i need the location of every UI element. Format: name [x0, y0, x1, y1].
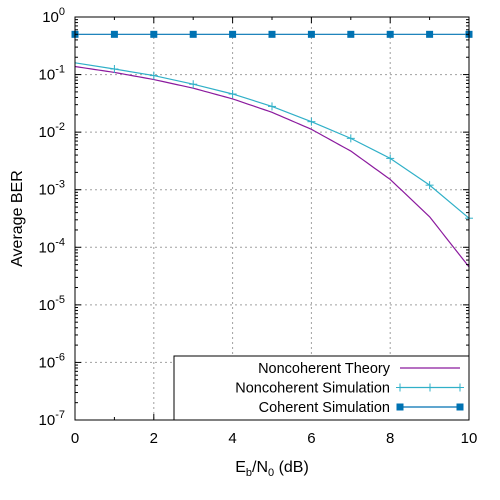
data-point-noncoherent-simulation	[228, 89, 237, 98]
legend-item-coherent-simulation: Coherent Simulation	[259, 400, 464, 416]
y-tick-label: 10-3	[39, 179, 65, 199]
data-point-coherent-simulation	[150, 30, 158, 38]
y-tick-base: 10	[39, 412, 56, 429]
data-point-noncoherent-simulation	[189, 80, 198, 89]
y-tick-exponent: 0	[59, 6, 65, 18]
series-noncoherent-simulation	[74, 62, 473, 223]
data-point-coherent-simulation	[347, 30, 355, 38]
y-tick-label: 10-2	[39, 121, 65, 141]
y-tick-exponent: -2	[55, 121, 65, 133]
x-tick-label: 4	[228, 430, 236, 447]
series-line-noncoherent-simulation	[74, 62, 470, 219]
y-tick-base: 10	[39, 67, 56, 84]
y-tick-label: 10-6	[39, 351, 65, 371]
data-point-coherent-simulation	[110, 30, 118, 38]
data-point-noncoherent-simulation	[110, 64, 119, 73]
legend-marker	[456, 403, 464, 411]
x-axis-label-sub1: b	[246, 467, 252, 479]
legend-item-noncoherent-simulation: Noncoherent Simulation	[235, 381, 464, 397]
data-point-coherent-simulation	[268, 30, 276, 38]
y-tick-base: 10	[39, 354, 56, 371]
grid	[75, 17, 469, 420]
y-tick-label: 10-1	[39, 64, 65, 84]
series-noncoherent-theory	[74, 65, 470, 268]
data-point-coherent-simulation	[307, 30, 315, 38]
legend-item-noncoherent-theory: Noncoherent Theory	[258, 361, 460, 377]
series-line-noncoherent-theory	[74, 65, 470, 268]
legend: Noncoherent Theory Noncoherent Simulation…	[173, 355, 470, 421]
x-tick-label: 10	[461, 430, 478, 447]
x-axis-label-sub2: 0	[268, 467, 274, 479]
data-point-coherent-simulation	[229, 30, 237, 38]
y-tick-label: 100	[42, 6, 65, 26]
y-tick-exponent: -5	[55, 294, 65, 306]
x-tick-label: 2	[150, 430, 158, 447]
legend-label: Noncoherent Simulation	[235, 381, 390, 397]
legend-marker	[396, 403, 404, 411]
x-axis-label-main: E	[235, 459, 246, 476]
y-tick-label: 10-5	[39, 294, 65, 314]
data-point-coherent-simulation	[189, 30, 197, 38]
series-coherent-simulation	[71, 30, 473, 38]
data-point-coherent-simulation	[386, 30, 394, 38]
y-tick-exponent: -1	[55, 64, 65, 76]
x-tick-label: 8	[386, 430, 394, 447]
legend-marker	[456, 383, 464, 392]
data-point-noncoherent-simulation	[346, 134, 355, 143]
y-axis-label: Average BER	[9, 170, 26, 267]
data-point-noncoherent-simulation	[425, 181, 434, 190]
y-tick-label: 10-7	[39, 409, 65, 429]
y-tick-base: 10	[39, 297, 56, 314]
y-tick-base: 10	[42, 9, 59, 26]
y-tick-exponent: -3	[55, 179, 65, 191]
y-tick-exponent: -7	[55, 409, 65, 421]
data-point-noncoherent-simulation	[386, 154, 395, 163]
legend-marker	[426, 383, 434, 392]
x-axis-label-mid: /N	[252, 459, 268, 476]
y-tick-exponent: -6	[55, 351, 65, 363]
legend-label: Coherent Simulation	[259, 400, 390, 416]
data-point-noncoherent-simulation	[307, 117, 316, 126]
y-tick-exponent: -4	[55, 236, 65, 248]
x-axis-label: Eb/N0 (dB)	[235, 459, 309, 479]
legend-label: Noncoherent Theory	[258, 361, 391, 377]
x-tick-label: 0	[71, 430, 79, 447]
plot-series	[71, 30, 473, 268]
x-axis-label-tail: (dB)	[274, 459, 309, 476]
y-tick-base: 10	[39, 182, 56, 199]
y-tick-base: 10	[39, 239, 56, 256]
data-point-noncoherent-simulation	[149, 71, 158, 80]
data-point-coherent-simulation	[426, 30, 434, 38]
data-point-noncoherent-simulation	[268, 102, 276, 111]
legend-marker	[396, 383, 404, 392]
y-tick-base: 10	[39, 124, 56, 141]
y-tick-label: 10-4	[39, 236, 65, 256]
x-tick-label: 6	[307, 430, 315, 447]
